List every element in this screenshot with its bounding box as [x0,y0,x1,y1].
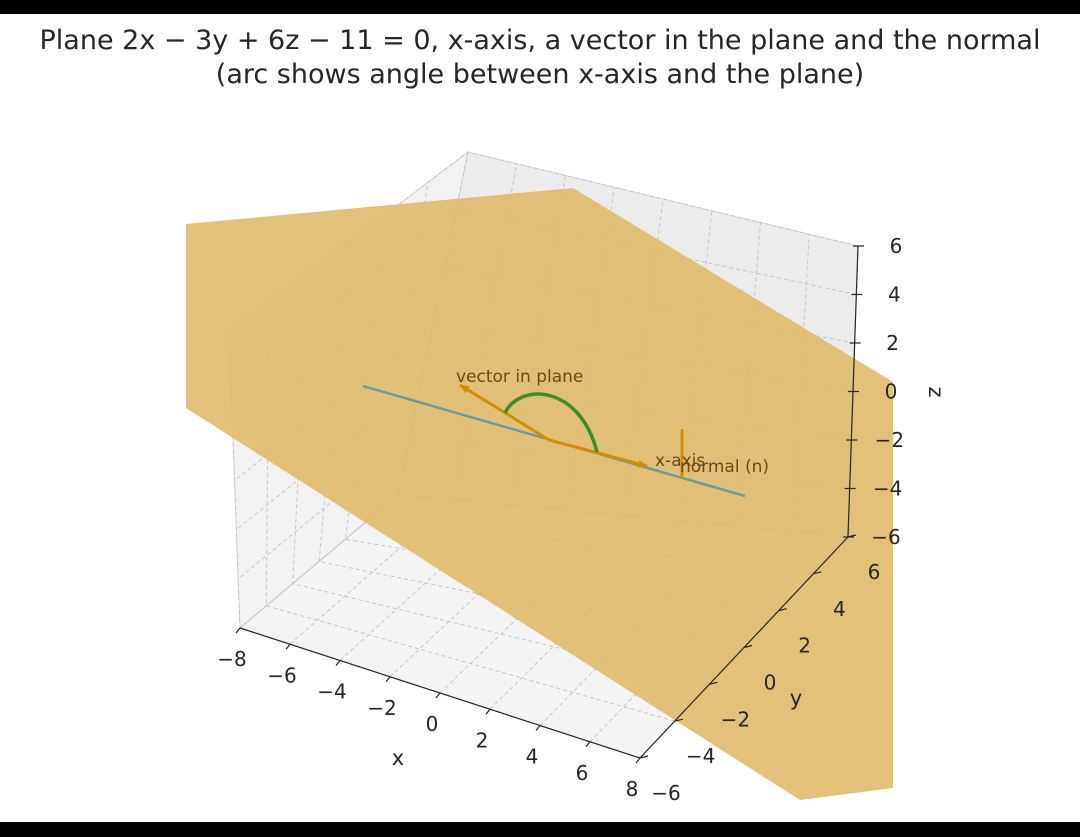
x-tick [235,627,241,634]
annotation-vector-in-plane: vector in plane [456,367,583,387]
y-axis-label: y [790,686,802,710]
plane-surface [186,188,893,800]
z-tick-label: 4 [888,283,901,307]
y-tick-label: 2 [798,634,811,658]
axis-ticks [235,245,864,764]
z-tick-label: 2 [886,331,899,355]
x-tick-label: −2 [367,696,396,720]
x-axis-label: x [392,746,404,770]
annotation-x-axis: x-axis [655,451,705,471]
y-tick [639,755,649,759]
z-tick-label: −2 [875,428,904,452]
y-tick-label: 6 [868,560,881,584]
angle-arc [503,392,599,453]
y-tick-label: 0 [764,671,777,695]
chart-title: Plane 2x − 3y + 6z − 11 = 0, x-axis, a v… [0,24,1080,92]
z-tick-label: −6 [871,525,900,549]
top-black-bar [0,0,1080,14]
y-tick [743,644,753,649]
bottom-black-bar [0,822,1080,837]
y-tick-label: −4 [686,744,715,768]
chart-title-line1: Plane 2x − 3y + 6z − 11 = 0, x-axis, a v… [39,25,1041,56]
x-axis-arrow [548,438,648,468]
x-tick [585,741,591,748]
x-tick [535,725,541,731]
grid-line-z [228,151,859,334]
x-tick-label: 2 [476,728,489,752]
x-tick-label: 0 [426,712,439,736]
z-tick-label: 0 [885,380,898,404]
y-tick [778,608,787,612]
x-tick-label: 4 [526,745,539,769]
x-tick-label: −6 [267,663,296,687]
z-axis-label: z [924,386,948,397]
y-tick [813,571,822,575]
x-tick [485,708,491,715]
x-tick [385,676,391,683]
x-tick [285,643,291,650]
x-tick-label: 6 [576,761,589,785]
x-tick [635,757,641,764]
annotation-normal: normal (n) [680,457,769,477]
x-tick [435,692,441,699]
x-tick-label: −4 [317,680,346,704]
y-tick-label: 4 [833,597,846,621]
chart-title-line2: (arc shows angle between x-axis and the … [215,59,865,90]
z-tick-label: −4 [873,477,902,501]
y-tick [709,681,718,685]
z-tick-label: 6 [890,234,903,258]
y-tick [674,718,683,722]
x-tick [335,660,341,666]
y-tick-label: −2 [721,707,750,731]
x-tick-label: −8 [217,647,246,671]
y-tick-label: −6 [651,781,680,805]
x-tick-label: 8 [626,777,639,801]
